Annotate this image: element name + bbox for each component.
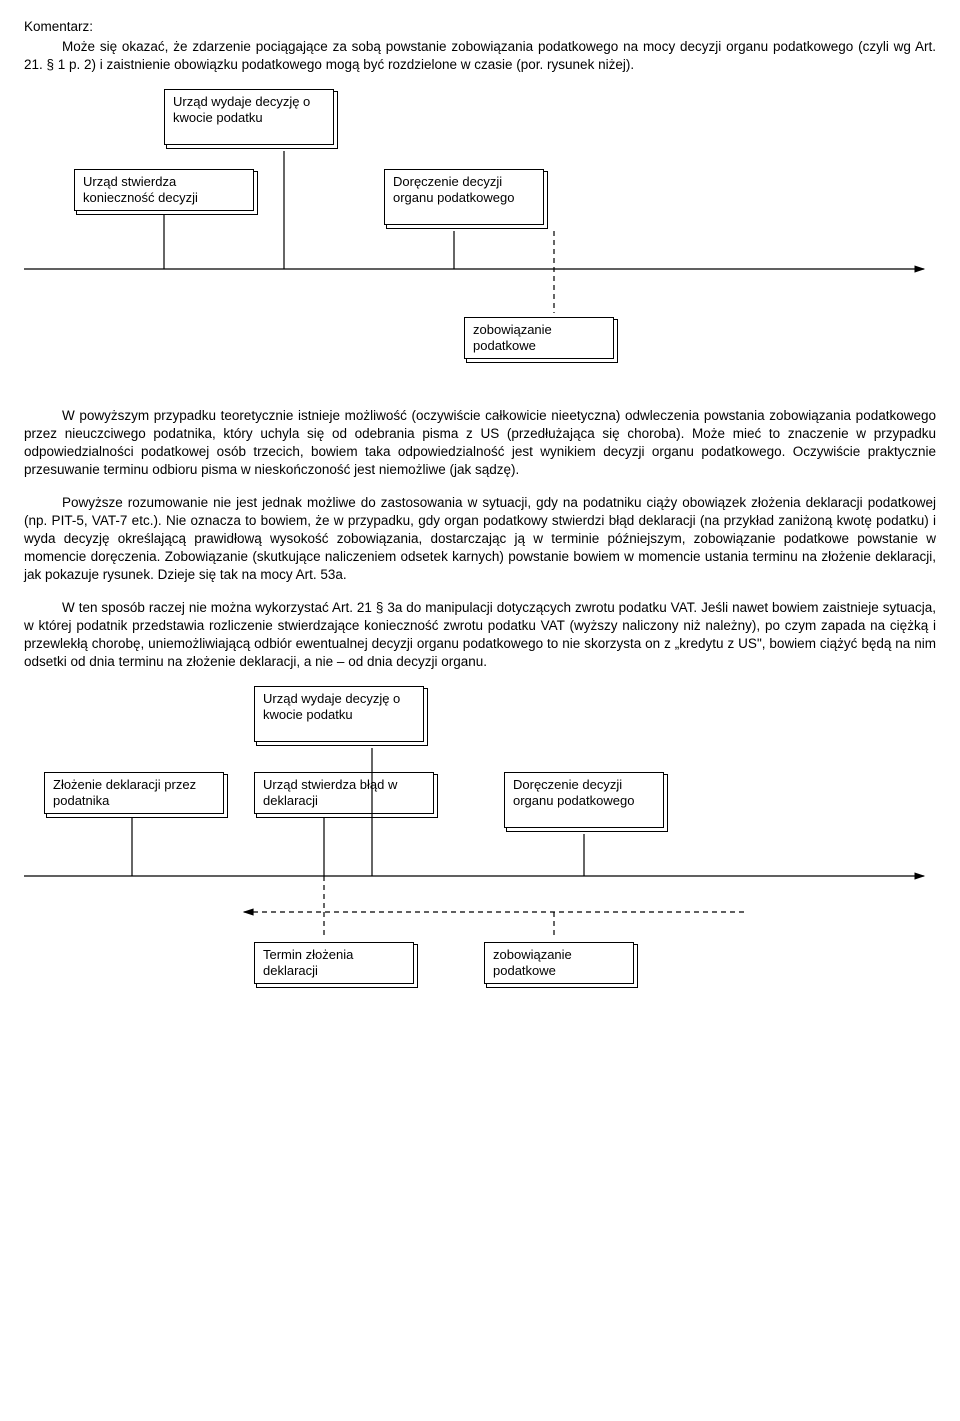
diagram-box: Doręczenie decyzji organu podatkowego — [504, 772, 664, 828]
diagram-2: Urząd wydaje decyzję o kwocie podatku Zło… — [24, 686, 936, 1006]
diagram-box: Urząd wydaje decyzję o kwocie podatku — [254, 686, 424, 742]
diagram-box: Urząd stwierdza błąd w deklaracji — [254, 772, 434, 815]
diagram-1: Urząd wydaje decyzję o kwocie podatku Urz… — [24, 89, 936, 389]
paragraph-3: Powyższe rozumowanie nie jest jednak moż… — [24, 494, 936, 585]
paragraph-2: W powyższym przypadku teoretycznie istni… — [24, 407, 936, 480]
paragraph-1: Może się okazać, że zdarzenie pociągając… — [24, 38, 936, 74]
diagram-box: zobowiązanie podatkowe — [484, 942, 634, 985]
diagram-box: Doręczenie decyzji organu podatkowego — [384, 169, 544, 225]
diagram-box: Termin złożenia deklaracji — [254, 942, 414, 985]
paragraph-4: W ten sposób raczej nie można wykorzysta… — [24, 599, 936, 672]
diagram-box: zobowiązanie podatkowe — [464, 317, 614, 360]
heading-komentarz: Komentarz: — [24, 18, 936, 36]
diagram-box: Urząd wydaje decyzję o kwocie podatku — [164, 89, 334, 145]
diagram-box: Złożenie deklaracji przez podatnika — [44, 772, 224, 815]
diagram-box: Urząd stwierdza konieczność decyzji — [74, 169, 254, 212]
